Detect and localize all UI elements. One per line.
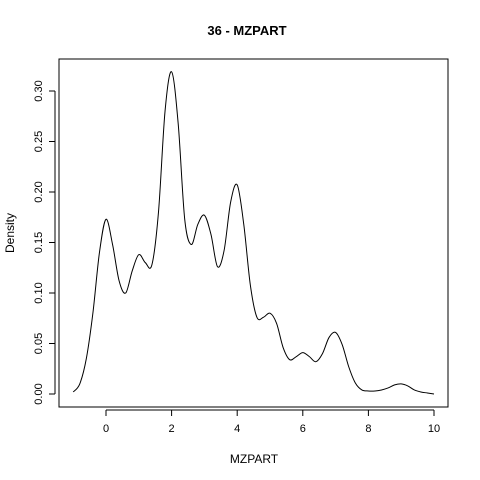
y-axis-label: Density (3, 213, 17, 253)
y-tick-label: 0.00 (33, 383, 45, 404)
x-tick-label: 8 (365, 423, 371, 435)
y-axis: 0.00 0.05 0.10 0.15 0.20 0.25 0.30 (33, 80, 56, 405)
x-axis: 0 2 4 6 8 10 (103, 409, 440, 435)
y-tick-label: 0.20 (33, 181, 45, 202)
y-tick-label: 0.30 (33, 80, 45, 101)
x-axis-label: MZPART (230, 452, 279, 466)
x-tick-label: 10 (428, 423, 440, 435)
plot-frame (58, 58, 449, 408)
x-tick-label: 4 (234, 423, 240, 435)
x-tick-label: 6 (300, 423, 306, 435)
y-tick-label: 0.25 (33, 131, 45, 152)
y-tick-label: 0.10 (33, 282, 45, 303)
x-tick-label: 2 (169, 423, 175, 435)
density-curve (72, 71, 435, 395)
y-tick-label: 0.05 (33, 333, 45, 354)
y-tick-label: 0.15 (33, 232, 45, 253)
x-tick-label: 0 (103, 423, 109, 435)
chart-title: 36 - MZPART (207, 23, 286, 38)
